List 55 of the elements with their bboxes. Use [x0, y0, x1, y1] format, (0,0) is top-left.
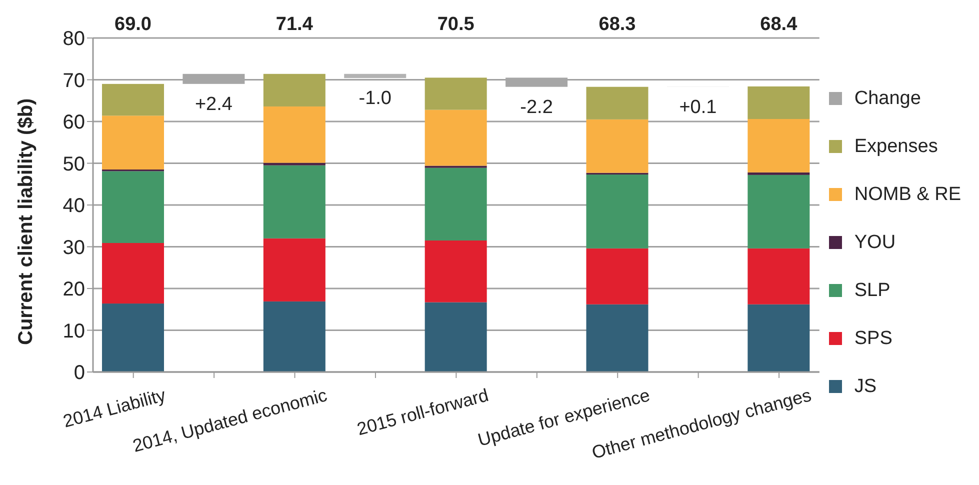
legend-label: YOU: [854, 232, 896, 254]
bar: [102, 84, 164, 116]
bar: [424, 78, 487, 110]
bar: [263, 301, 326, 372]
bar: [586, 304, 648, 372]
data-label: +0.1: [679, 96, 717, 118]
bar: [263, 238, 326, 302]
y-tick-label: 30: [62, 236, 85, 259]
data-label: -1.0: [358, 88, 392, 110]
y-tick-label: 10: [62, 320, 85, 342]
bar: [748, 172, 810, 175]
total-label: 69.0: [114, 14, 152, 35]
y-tick-label: 70: [62, 70, 85, 92]
legend-label: Expenses: [854, 136, 938, 158]
total-label: 68.3: [598, 14, 636, 35]
bar: [748, 86, 810, 119]
bar: [263, 74, 326, 106]
bar: [748, 174, 810, 248]
legend-label: Change: [854, 88, 921, 110]
y-tick-label: 80: [62, 28, 85, 50]
total-label: 68.4: [760, 14, 798, 35]
bar: [424, 240, 487, 302]
bar: [263, 165, 326, 238]
bar: [424, 110, 487, 166]
bar: [102, 171, 164, 243]
y-axis-title: Current client liability ($b): [15, 98, 38, 345]
bar: [586, 119, 648, 173]
bar: [424, 302, 487, 372]
y-tick-label: 20: [62, 278, 85, 301]
bar: [424, 168, 487, 240]
bar: [748, 248, 810, 304]
bar: [586, 174, 648, 248]
x-tick-label: 2014 Liability: [61, 384, 168, 432]
bar: [344, 74, 406, 78]
bar: [102, 304, 164, 372]
bar: [102, 116, 164, 170]
bar: [586, 248, 648, 304]
data-label: -2.2: [520, 96, 553, 118]
y-tick-label: 40: [62, 195, 85, 218]
data-label: +2.4: [194, 94, 233, 115]
y-tick-label: 50: [62, 153, 85, 176]
legend-label: JS: [854, 376, 877, 398]
total-label: 71.4: [276, 14, 314, 35]
bar: [748, 304, 810, 372]
bar: [263, 162, 326, 166]
bar: [748, 118, 810, 172]
total-label: 70.5: [437, 14, 475, 35]
y-tick-label: 0: [74, 362, 85, 384]
y-tick-label: 60: [62, 112, 85, 134]
bar: [586, 86, 648, 120]
bar: [263, 106, 326, 163]
legend-label: NOMB & RE: [854, 184, 961, 206]
bar: [102, 242, 164, 304]
legend-label: SLP: [854, 280, 890, 302]
legend-label: SPS: [854, 328, 892, 350]
